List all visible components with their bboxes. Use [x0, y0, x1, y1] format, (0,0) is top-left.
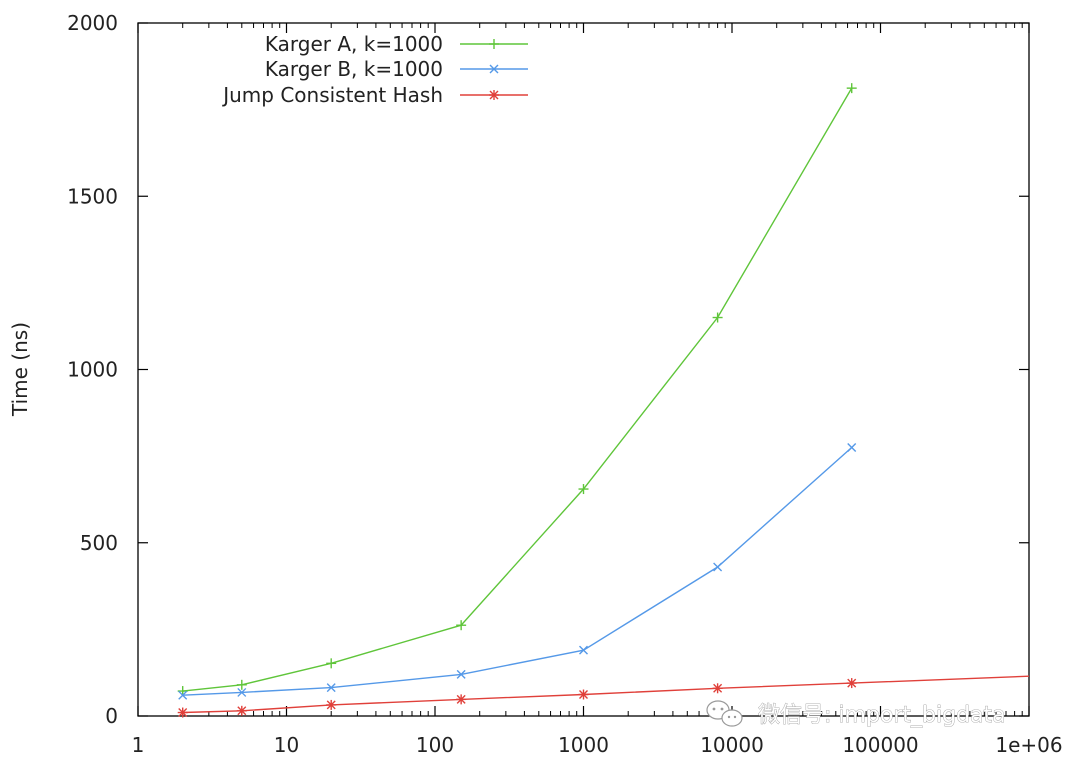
data-point	[846, 83, 857, 94]
x-tick-label: 1	[132, 733, 145, 757]
data-point	[712, 312, 723, 323]
legend-marker	[489, 90, 499, 100]
series-layer	[177, 83, 1030, 718]
legend-entry: Jump Consistent Hash	[221, 83, 528, 107]
legend-marker	[489, 39, 499, 49]
y-tick-label: 0	[105, 704, 118, 728]
series-line	[182, 446, 853, 696]
series-3	[177, 675, 1030, 718]
data-point	[326, 658, 337, 669]
y-tick-label: 500	[80, 531, 118, 555]
data-point	[578, 689, 589, 700]
series-line	[182, 675, 1030, 714]
data-point	[236, 705, 247, 716]
series-line	[182, 87, 853, 692]
x-tick-label: 1000	[558, 733, 609, 757]
data-point	[177, 707, 188, 718]
x-tick-label: 100	[416, 733, 454, 757]
data-point	[456, 669, 466, 679]
y-tick-labels: 0 500 1000 1500 2000	[67, 11, 118, 728]
data-point	[237, 687, 247, 697]
legend-entry: Karger B, k=1000	[265, 57, 528, 81]
axis-ticks	[137, 22, 1030, 717]
wechat-icon	[706, 700, 743, 727]
series-2	[178, 442, 857, 700]
data-point	[847, 442, 857, 452]
data-point	[178, 690, 188, 700]
y-axis-title: Time (ns)	[8, 322, 32, 417]
legend-label: Jump Consistent Hash	[221, 83, 443, 107]
data-point	[846, 678, 857, 689]
data-point	[578, 484, 589, 495]
x-tick-label: 100000	[842, 733, 918, 757]
y-tick-label: 1500	[67, 184, 118, 208]
plot-frame	[137, 22, 1030, 717]
data-point	[326, 699, 337, 710]
data-point	[712, 683, 723, 694]
data-point	[713, 562, 723, 572]
legend-label: Karger B, k=1000	[265, 57, 443, 81]
data-point	[456, 620, 467, 631]
y-tick-label: 2000	[67, 11, 118, 35]
legend-marker	[489, 64, 499, 74]
x-tick-label: 10000	[700, 733, 764, 757]
data-point	[579, 645, 588, 655]
legend-entry: Karger A, k=1000	[265, 32, 528, 56]
x-tick-label: 1e+06	[995, 733, 1062, 757]
x-tick-label: 10	[274, 733, 299, 757]
series-1	[177, 83, 857, 697]
legend-label: Karger A, k=1000	[265, 32, 443, 56]
watermark-text: 微信号: import_bigdata	[758, 703, 1006, 728]
y-tick-label: 1000	[67, 358, 118, 382]
data-point	[236, 679, 247, 690]
data-point	[456, 694, 467, 705]
x-tick-labels: 1 10 100 1000 10000 100000 1e+06	[132, 733, 1063, 757]
watermark: 微信号: import_bigdata	[706, 700, 1006, 728]
data-point	[326, 683, 336, 693]
